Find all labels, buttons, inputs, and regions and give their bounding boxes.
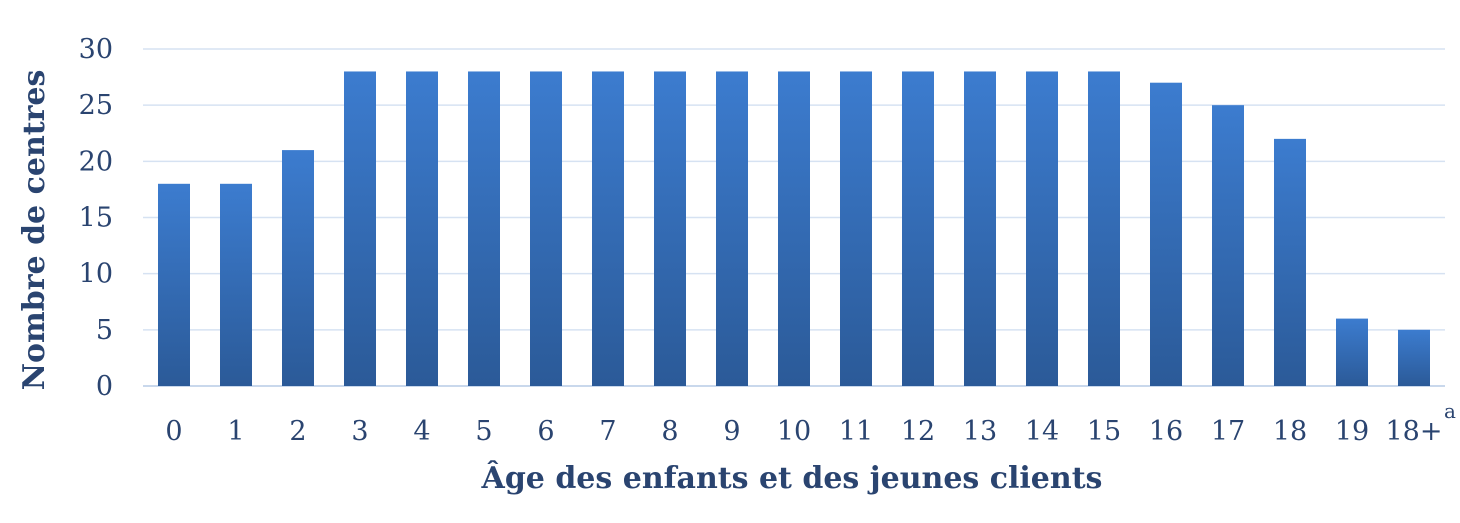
bar bbox=[1398, 329, 1430, 386]
x-tick-label: 2 bbox=[289, 416, 306, 447]
bar bbox=[1274, 138, 1306, 386]
x-tick-label: 7 bbox=[599, 416, 616, 447]
bar bbox=[344, 71, 376, 386]
bars bbox=[158, 71, 1430, 387]
bar bbox=[778, 71, 810, 386]
y-tick-label: 5 bbox=[96, 315, 113, 346]
x-tick-label: 12 bbox=[901, 416, 935, 447]
bar bbox=[1150, 82, 1182, 386]
bar bbox=[1026, 71, 1058, 386]
y-axis-title: Nombre de centres bbox=[17, 70, 52, 391]
x-tick-labels: 0 1 2 3 4 5 6 7 8 9 10 11 12 13 14 15 16 17 18 19 18+a bbox=[165, 399, 1456, 447]
x-axis-title: Âge des enfants et des jeunes clients bbox=[481, 460, 1103, 496]
x-tick-label: 0 bbox=[165, 416, 182, 447]
bar bbox=[840, 71, 872, 386]
x-tick-label: 14 bbox=[1025, 416, 1059, 447]
bar bbox=[654, 71, 686, 386]
bar bbox=[158, 183, 190, 386]
x-tick-label: 18 bbox=[1273, 416, 1307, 447]
y-tick-label: 0 bbox=[96, 371, 113, 402]
x-tick-label: 19 bbox=[1335, 416, 1369, 447]
bar bbox=[468, 71, 500, 386]
bar bbox=[592, 71, 624, 386]
bar bbox=[220, 183, 252, 386]
bar bbox=[282, 150, 314, 386]
bar bbox=[716, 71, 748, 386]
x-tick-label: 11 bbox=[839, 416, 873, 447]
x-tick-label: 4 bbox=[413, 416, 430, 447]
x-tick-label: 5 bbox=[475, 416, 492, 447]
bar bbox=[1088, 71, 1120, 386]
bar bbox=[1212, 105, 1244, 387]
x-tick-label: 1 bbox=[227, 416, 244, 447]
x-tick-label: 10 bbox=[777, 416, 811, 447]
bar bbox=[530, 71, 562, 386]
y-tick-label: 25 bbox=[79, 90, 113, 121]
y-tick-label: 10 bbox=[79, 259, 113, 290]
bar bbox=[1336, 318, 1368, 386]
bar bbox=[902, 71, 934, 386]
x-tick-label: 9 bbox=[723, 416, 740, 447]
x-tick-label: 3 bbox=[351, 416, 368, 447]
x-tick-label: 8 bbox=[661, 416, 678, 447]
x-tick-superscript: a bbox=[1444, 399, 1456, 423]
x-tick-label: 16 bbox=[1149, 416, 1183, 447]
y-tick-label: 30 bbox=[79, 34, 113, 65]
bar bbox=[406, 71, 438, 386]
y-tick-labels: 0 5 10 15 20 25 30 bbox=[79, 34, 113, 402]
x-tick-label: 13 bbox=[963, 416, 997, 447]
y-tick-label: 15 bbox=[79, 203, 113, 234]
x-tick-label: 6 bbox=[537, 416, 554, 447]
x-tick-label: 15 bbox=[1087, 416, 1121, 447]
y-tick-label: 20 bbox=[79, 146, 113, 177]
bar bbox=[964, 71, 996, 386]
x-tick-label: 17 bbox=[1211, 416, 1245, 447]
x-tick-label: 18+ bbox=[1386, 416, 1443, 447]
